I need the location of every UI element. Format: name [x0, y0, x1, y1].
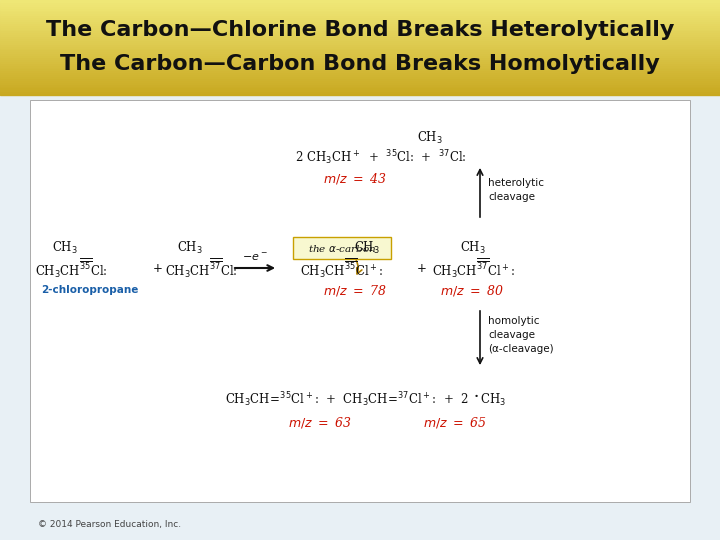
- Bar: [0, 38, 720, 40]
- Bar: [0, 49, 720, 51]
- Bar: [0, 63, 720, 65]
- Bar: [0, 85, 720, 87]
- Bar: [0, 55, 720, 57]
- Text: $m/z$ $=$ 65: $m/z$ $=$ 65: [423, 415, 487, 429]
- Text: $m/z$ $=$ 80: $m/z$ $=$ 80: [440, 282, 504, 298]
- FancyBboxPatch shape: [30, 100, 690, 502]
- Text: heterolytic
cleavage: heterolytic cleavage: [488, 178, 544, 202]
- Bar: [0, 14, 720, 15]
- Bar: [0, 69, 720, 70]
- Bar: [0, 15, 720, 17]
- Bar: [0, 26, 720, 29]
- Text: CH$_3$CH$\overline{\overline{^{37}}}$Cl$^+$:: CH$_3$CH$\overline{\overline{^{37}}}$Cl$…: [432, 256, 516, 280]
- Bar: [0, 34, 720, 36]
- Bar: [0, 80, 720, 82]
- Bar: [0, 17, 720, 19]
- Text: $m/z$ $=$ 78: $m/z$ $=$ 78: [323, 282, 387, 298]
- Bar: [0, 84, 720, 85]
- Bar: [0, 2, 720, 4]
- Text: $m/z$ $=$ 63: $m/z$ $=$ 63: [288, 415, 352, 429]
- Bar: [0, 87, 720, 89]
- Bar: [0, 32, 720, 34]
- Text: $-e^-$: $-e^-$: [242, 252, 268, 262]
- Bar: [0, 66, 720, 69]
- Bar: [0, 42, 720, 44]
- Bar: [0, 36, 720, 38]
- Bar: [0, 40, 720, 42]
- Bar: [0, 76, 720, 78]
- Bar: [0, 59, 720, 61]
- Bar: [0, 78, 720, 80]
- FancyBboxPatch shape: [293, 237, 391, 259]
- Text: $m/z$ $=$ 43: $m/z$ $=$ 43: [323, 171, 387, 186]
- Bar: [0, 91, 720, 93]
- Bar: [0, 45, 720, 48]
- Bar: [0, 93, 720, 95]
- Bar: [0, 25, 720, 26]
- Bar: [0, 48, 720, 49]
- Bar: [0, 8, 720, 10]
- Text: © 2014 Pearson Education, Inc.: © 2014 Pearson Education, Inc.: [38, 521, 181, 530]
- Text: 2-chloropropane: 2-chloropropane: [41, 285, 139, 295]
- Bar: [0, 29, 720, 30]
- Bar: [0, 21, 720, 23]
- Text: The Carbon—Chlorine Bond Breaks Heterolytically: The Carbon—Chlorine Bond Breaks Heteroly…: [46, 20, 674, 40]
- Text: CH$_3$: CH$_3$: [177, 240, 203, 256]
- Bar: [0, 65, 720, 66]
- Bar: [0, 11, 720, 14]
- Bar: [0, 74, 720, 76]
- Text: +: +: [153, 261, 163, 274]
- Text: CH$_3$: CH$_3$: [460, 240, 486, 256]
- Bar: [0, 44, 720, 45]
- Bar: [0, 70, 720, 72]
- Text: CH$_3$CH$\overline{\overline{^{37}}}$Cl:: CH$_3$CH$\overline{\overline{^{37}}}$Cl:: [165, 256, 238, 280]
- Bar: [0, 72, 720, 74]
- Bar: [0, 6, 720, 8]
- Text: CH$_3$CH$\overline{\overline{^{35}}}$Cl:: CH$_3$CH$\overline{\overline{^{35}}}$Cl:: [35, 256, 107, 280]
- Bar: [0, 0, 720, 2]
- Text: CH$_3$: CH$_3$: [354, 240, 380, 256]
- Text: CH$_3$CH$\!=\!^{35}$Cl$^+$:  +  CH$_3$CH$\!=\!^{37}$Cl$^+$:  +  2 $^\bullet$CH$_: CH$_3$CH$\!=\!^{35}$Cl$^+$: + CH$_3$CH$\…: [225, 390, 506, 409]
- Bar: [0, 4, 720, 6]
- Text: CH$_3$: CH$_3$: [417, 130, 443, 146]
- Bar: [0, 51, 720, 53]
- Text: The Carbon—Carbon Bond Breaks Homolytically: The Carbon—Carbon Bond Breaks Homolytica…: [60, 54, 660, 74]
- Bar: [0, 61, 720, 63]
- Bar: [0, 57, 720, 59]
- Text: +: +: [417, 261, 427, 274]
- Bar: [0, 82, 720, 84]
- Bar: [0, 53, 720, 55]
- Text: CH$_3$: CH$_3$: [52, 240, 78, 256]
- Bar: [0, 19, 720, 21]
- Text: 2 CH$_3$CH$^+$  +  $^{35}$Cl:  +  $^{37}$Cl:: 2 CH$_3$CH$^+$ + $^{35}$Cl: + $^{37}$Cl:: [295, 148, 467, 167]
- Bar: [0, 23, 720, 25]
- Text: CH$_3$CH$\overline{\overline{^{35}}}$Cl$^+$:: CH$_3$CH$\overline{\overline{^{35}}}$Cl$…: [300, 256, 383, 280]
- Bar: [0, 89, 720, 91]
- Bar: [0, 10, 720, 11]
- Bar: [0, 30, 720, 32]
- Text: the $\alpha$-carbon: the $\alpha$-carbon: [307, 242, 377, 253]
- Text: homolytic
cleavage
(α-cleavage): homolytic cleavage (α-cleavage): [488, 316, 554, 354]
